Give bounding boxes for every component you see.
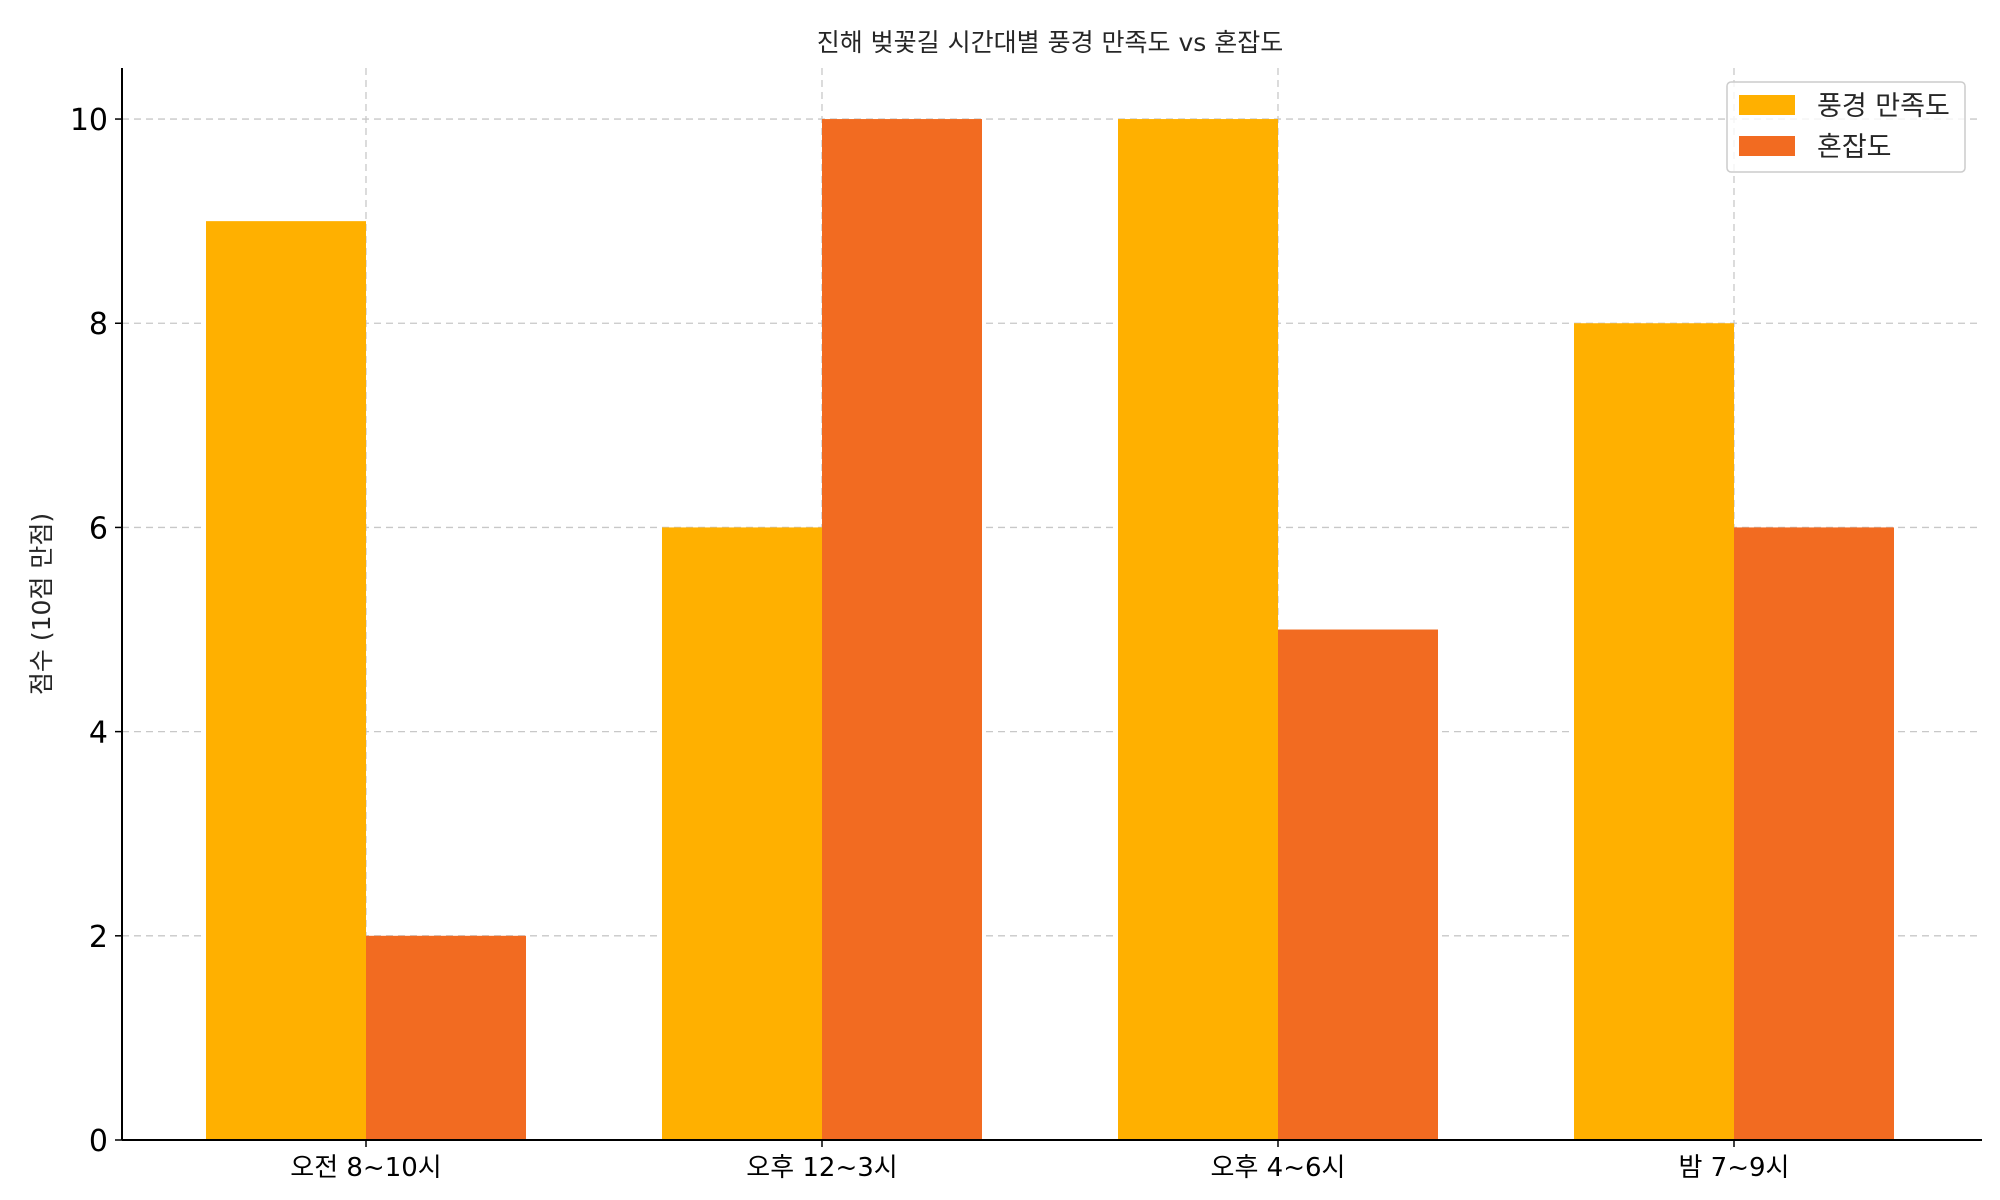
bar-series-1-cat-1 [206,221,366,1141]
bar-series-1-cat-2 [662,527,822,1140]
y-tick-label: 8 [89,307,108,342]
legend-swatch-series-1 [1739,95,1795,115]
y-tick-label: 10 [70,103,108,138]
legend-swatch-series-2 [1739,136,1795,156]
y-axis-label: 점수 (10점 만점) [27,513,56,695]
bar-series-2-cat-3 [1278,629,1438,1140]
legend-label-series-2: 혼잡도 [1817,132,1892,163]
x-tick-label: 밤 7~9시 [1679,1153,1790,1183]
bar-series-1-cat-4 [1574,323,1734,1140]
x-tick-label: 오전 8~10시 [290,1153,441,1183]
axes [121,68,1982,1141]
bar-series-2-cat-1 [366,935,526,1140]
legend: 풍경 만족도 혼잡도 [1726,81,1966,173]
bar-series-2-cat-4 [1734,527,1894,1140]
bar-series-1-cat-3 [1118,119,1278,1141]
y-tick-label: 6 [89,511,108,546]
y-tick-label: 0 [89,1124,108,1159]
bar-series-2-cat-2 [822,119,982,1141]
legend-label-series-1: 풍경 만족도 [1817,91,1950,122]
x-tick-label: 오후 4~6시 [1211,1153,1346,1183]
x-tick-labels: 오전 8~10시 오후 12~3시 오후 4~6시 밤 7~9시 [290,1140,1789,1183]
y-tick-labels: 0 2 4 6 8 10 [70,103,122,1159]
y-tick-label: 2 [89,920,108,955]
x-tick-label: 오후 12~3시 [746,1153,897,1183]
y-tick-label: 4 [89,716,108,751]
chart-title: 진해 벚꽃길 시간대별 풍경 만족도 vs 혼잡도 [817,28,1284,57]
bars [206,119,1894,1141]
